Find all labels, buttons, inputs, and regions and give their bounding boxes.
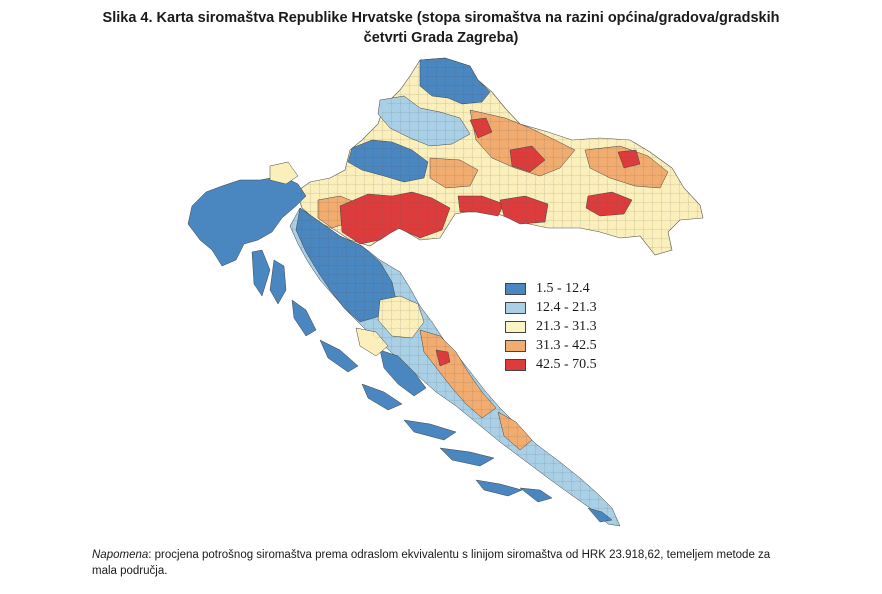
region-istria: [187, 175, 307, 267]
map-legend: 1.5 - 12.4 12.4 - 21.3 21.3 - 31.3 31.3 …: [505, 279, 597, 374]
legend-item: 31.3 - 42.5: [505, 336, 597, 355]
legend-label: 31.3 - 42.5: [536, 337, 597, 353]
legend-item: 1.5 - 12.4: [505, 279, 597, 298]
legend-item: 12.4 - 21.3: [505, 298, 597, 317]
figure-note: Napomena: procjena potrošnog siromaštva …: [92, 547, 792, 579]
region-kvarner-light: [269, 161, 299, 185]
legend-swatch: [505, 301, 526, 314]
legend-label: 42.5 - 70.5: [536, 356, 597, 372]
legend-label: 12.4 - 21.3: [536, 299, 597, 315]
figure-title: Slika 4. Karta siromaštva Republike Hrva…: [60, 8, 822, 48]
note-prefix: Napomena: [92, 549, 149, 561]
figure-title-line1: Slika 4. Karta siromaštva Republike Hrva…: [102, 10, 780, 26]
islands: [251, 249, 613, 523]
legend-swatch: [505, 320, 526, 333]
legend-label: 21.3 - 31.3: [536, 318, 597, 334]
legend-label: 1.5 - 12.4: [536, 280, 590, 296]
figure-title-line2: četvrti Grada Zagreba): [363, 30, 519, 46]
note-text: : procjena potrošnog siromaštva prema od…: [92, 549, 771, 577]
municipal-borders-north: [296, 58, 703, 255]
municipal-borders-south: [290, 208, 620, 526]
legend-swatch: [505, 358, 526, 371]
legend-item: 42.5 - 70.5: [505, 355, 597, 374]
legend-item: 21.3 - 31.3: [505, 317, 597, 336]
legend-swatch: [505, 282, 526, 295]
legend-swatch: [505, 339, 526, 352]
